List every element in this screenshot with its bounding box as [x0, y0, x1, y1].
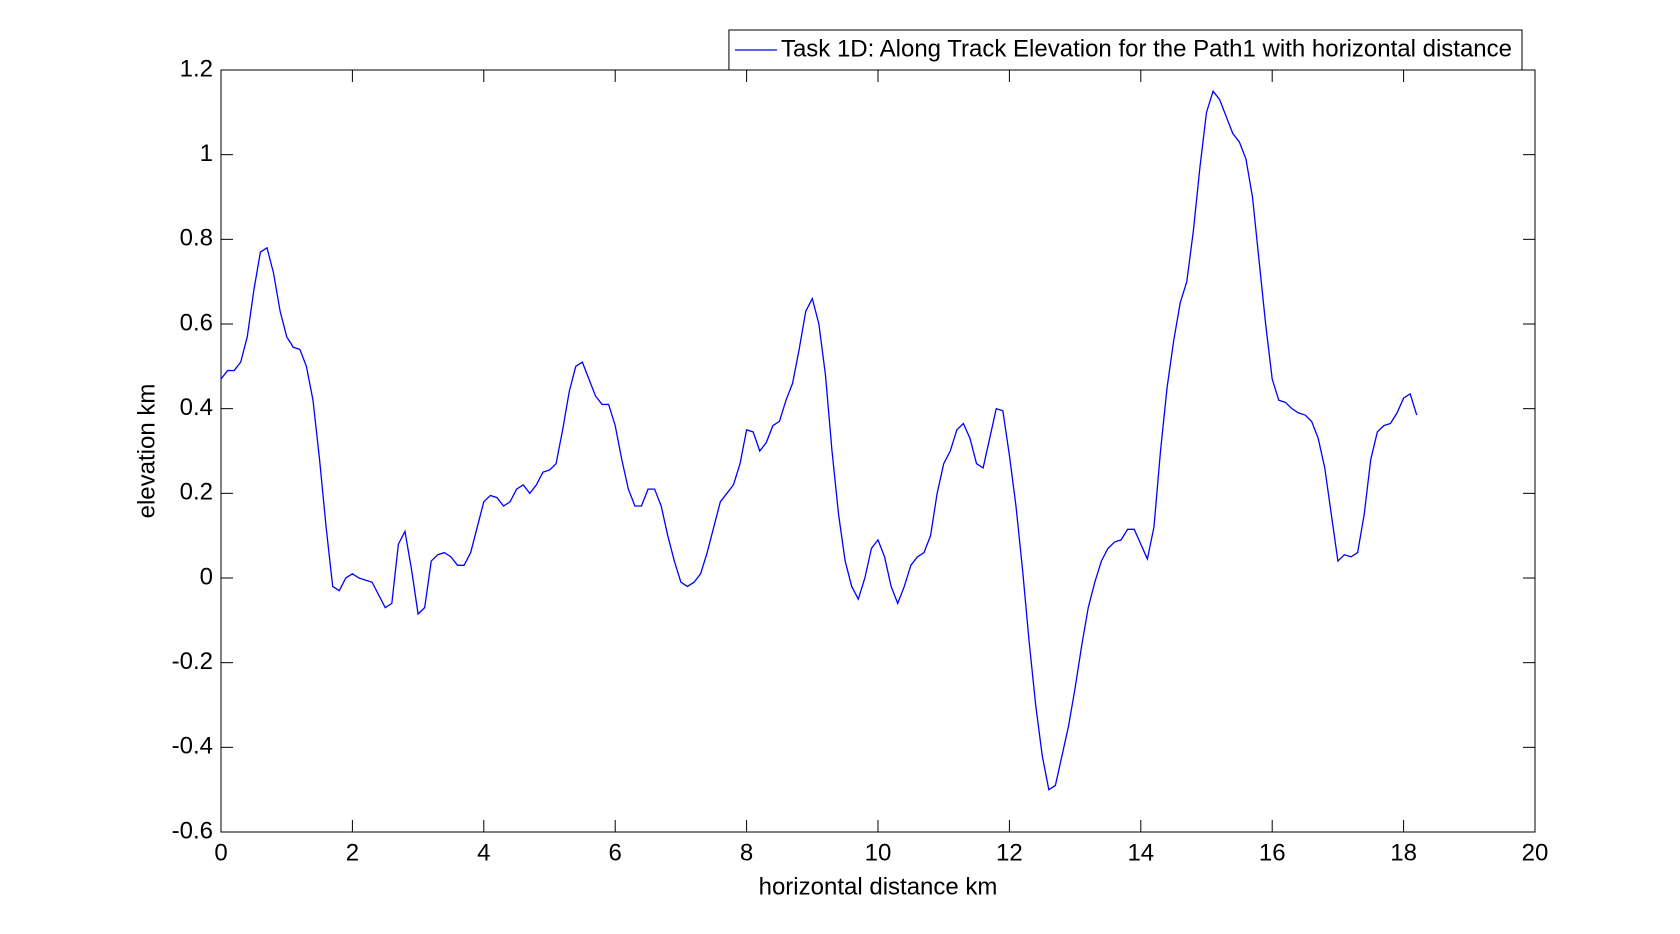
y-tick-label: 0.8: [180, 225, 213, 252]
y-tick-label: 1: [200, 140, 213, 167]
x-tick-label: 14: [1127, 839, 1154, 866]
y-tick-label: 0.2: [180, 479, 213, 506]
x-axis-label: horizontal distance km: [759, 873, 998, 900]
x-tick-label: 20: [1522, 839, 1549, 866]
y-tick-label: -0.2: [172, 648, 213, 675]
x-tick-label: 18: [1390, 839, 1417, 866]
x-tick-label: 8: [740, 839, 753, 866]
y-tick-label: 1.2: [180, 55, 213, 82]
legend-label: Task 1D: Along Track Elevation for the P…: [781, 35, 1512, 62]
y-tick-label: 0.4: [180, 394, 213, 421]
y-tick-label: -0.4: [172, 733, 213, 760]
y-tick-label: 0: [200, 563, 213, 590]
x-tick-label: 16: [1259, 839, 1286, 866]
x-tick-label: 0: [214, 839, 227, 866]
line-series: [220, 89, 1418, 791]
x-tick-label: 4: [477, 839, 490, 866]
y-axis-label: elevation km: [133, 384, 160, 519]
x-tick-label: 10: [865, 839, 892, 866]
y-tick-label: 0.6: [180, 309, 213, 336]
legend: Task 1D: Along Track Elevation for the P…: [728, 29, 1523, 71]
legend-box: [728, 29, 1523, 71]
plot-frame: [220, 69, 1536, 833]
x-tick-label: 12: [996, 839, 1023, 866]
y-tick-label: -0.6: [172, 817, 213, 844]
x-tick-label: 2: [346, 839, 359, 866]
x-tick-label: 6: [609, 839, 622, 866]
